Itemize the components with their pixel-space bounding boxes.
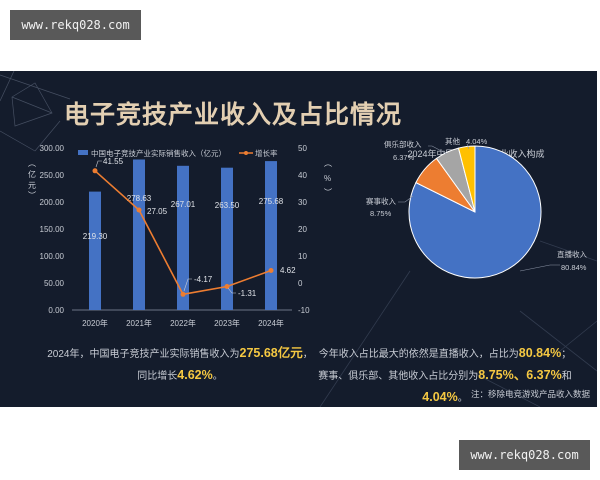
svg-text:直播收入: 直播收入 xyxy=(557,249,587,259)
y2-axis-ticks: -10 0 10 20 30 40 50 xyxy=(298,144,310,315)
svg-text:-1.31: -1.31 xyxy=(238,289,257,298)
svg-text:-4.17: -4.17 xyxy=(194,275,213,284)
bar-2023 xyxy=(221,167,233,310)
svg-text:50.00: 50.00 xyxy=(44,279,65,288)
svg-text:俱乐部收入: 俱乐部收入 xyxy=(384,139,422,149)
growth-points xyxy=(92,168,274,297)
svg-text:41.55: 41.55 xyxy=(103,157,124,166)
svg-text:278.63: 278.63 xyxy=(127,194,152,203)
pie-chart: 2024年中国电子竞技产业收入构成 赛事收入 8.75% 俱乐部收入 6.37%… xyxy=(366,136,587,279)
bars xyxy=(89,159,277,310)
infographic-panel: 电子竞技产业收入及占比情况 中国电子竞技产业实际销售收入（亿元） 增长率 ︵ 亿元… xyxy=(0,71,597,407)
svg-text:赛事收入: 赛事收入 xyxy=(366,196,396,206)
svg-text:275.68: 275.68 xyxy=(259,197,284,206)
svg-text:219.30: 219.30 xyxy=(83,232,108,241)
svg-text:0.00: 0.00 xyxy=(48,306,64,315)
svg-text:︵: ︵ xyxy=(324,159,332,168)
svg-text:20: 20 xyxy=(298,225,307,234)
svg-text:80.84%: 80.84% xyxy=(561,263,587,272)
legend-bar-swatch xyxy=(78,150,88,155)
svg-text:267.01: 267.01 xyxy=(171,200,196,209)
svg-text:300.00: 300.00 xyxy=(40,144,65,153)
svg-text:%: % xyxy=(324,174,331,183)
svg-text:50: 50 xyxy=(298,144,307,153)
x-axis-labels: 2020年 2021年 2022年 2023年 2024年 xyxy=(82,318,284,328)
svg-text:10: 10 xyxy=(298,252,307,261)
caption-right: 今年收入占比最大的依然是直播收入，占比为80.84%； 赛事、俱乐部、其他收入占… xyxy=(318,346,572,404)
svg-text:-10: -10 xyxy=(298,306,310,315)
page-title: 电子竞技产业收入及占比情况 xyxy=(64,100,403,129)
watermark-bottom: www.rekq028.com xyxy=(459,440,590,470)
bar-value-labels: 219.30 278.63 267.01 263.50 275.68 xyxy=(83,194,284,241)
svg-text:︶: ︶ xyxy=(324,187,332,197)
svg-text:250.00: 250.00 xyxy=(40,171,65,180)
svg-text:︶: ︶ xyxy=(28,190,36,200)
legend-line-label: 增长率 xyxy=(255,148,278,158)
caption-left: 2024年，中国电子竞技产业实际销售收入为275.68亿元， 同比增长4.62%… xyxy=(47,346,313,382)
svg-text:6.37%: 6.37% xyxy=(393,153,415,162)
bar-2024 xyxy=(265,161,277,310)
svg-text:4.62: 4.62 xyxy=(280,266,296,275)
svg-text:150.00: 150.00 xyxy=(40,225,65,234)
footnote: 注：移除电竞游戏产品收入数据 xyxy=(470,389,590,399)
decorative-lines xyxy=(0,71,597,407)
svg-text:亿: 亿 xyxy=(28,169,36,179)
bar-2022 xyxy=(177,165,189,310)
svg-text:2020年: 2020年 xyxy=(82,318,108,328)
watermark-top: www.rekq028.com xyxy=(10,10,141,40)
slice-other xyxy=(457,145,476,213)
svg-text:263.50: 263.50 xyxy=(215,201,240,210)
pie-labels: 赛事收入 8.75% 俱乐部收入 6.37% 其他 4.04% 直播收入 80.… xyxy=(366,136,587,272)
bar-2021 xyxy=(133,159,145,310)
y-axis-ticks: 0.00 50.00 100.00 150.00 200.00 250.00 3… xyxy=(40,144,65,315)
svg-text:8.75%: 8.75% xyxy=(370,209,392,218)
svg-text:其他: 其他 xyxy=(445,136,460,146)
y-axis-label: ︵亿元︶ xyxy=(28,159,36,200)
svg-text:2024年: 2024年 xyxy=(258,318,284,328)
bar-line-chart: 中国电子竞技产业实际销售收入（亿元） 增长率 ︵亿元︶ ︵%︶ 0.00 50.… xyxy=(28,144,332,328)
watermark-text: www.rekq028.com xyxy=(470,448,579,462)
bar-2020 xyxy=(89,191,101,310)
svg-text:2022年: 2022年 xyxy=(170,318,196,328)
svg-text:100.00: 100.00 xyxy=(40,252,65,261)
pie-slices xyxy=(408,145,542,279)
svg-text:2023年: 2023年 xyxy=(214,318,240,328)
watermark-text: www.rekq028.com xyxy=(21,18,130,32)
svg-text:40: 40 xyxy=(298,171,307,180)
svg-text:200.00: 200.00 xyxy=(40,198,65,207)
svg-text:︵: ︵ xyxy=(28,159,36,168)
svg-text:30: 30 xyxy=(298,198,307,207)
svg-text:4.04%: 4.04% xyxy=(466,137,488,146)
svg-text:27.05: 27.05 xyxy=(147,207,168,216)
growth-value-labels: 41.55 27.05 -4.17 -1.31 4.62 xyxy=(103,157,296,298)
svg-text:0: 0 xyxy=(298,279,303,288)
y2-axis-label: ︵% ︶ xyxy=(324,159,332,197)
svg-text:2021年: 2021年 xyxy=(126,318,152,328)
svg-text:元: 元 xyxy=(28,181,36,190)
legend-bar-label: 中国电子竞技产业实际销售收入（亿元） xyxy=(91,148,226,158)
